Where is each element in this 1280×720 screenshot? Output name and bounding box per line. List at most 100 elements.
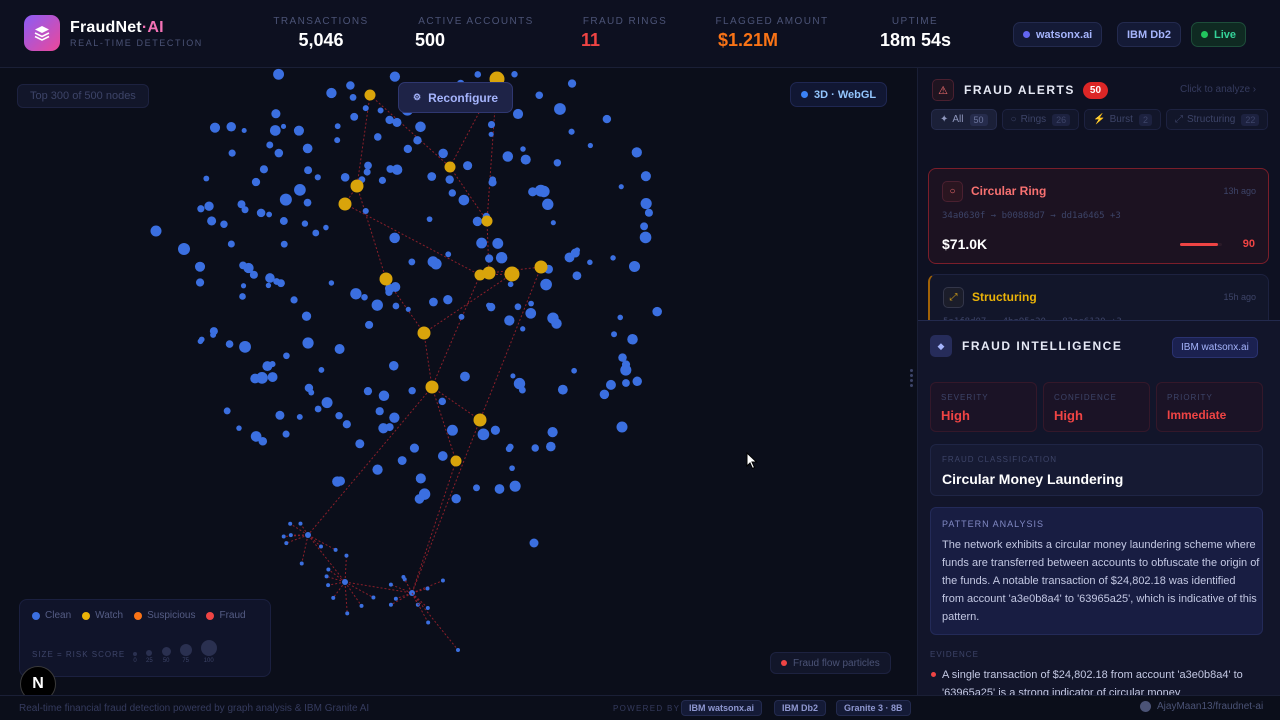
account-node[interactable] bbox=[426, 620, 431, 625]
account-node[interactable] bbox=[378, 176, 387, 184]
watch-node[interactable] bbox=[482, 266, 496, 280]
account-node[interactable] bbox=[249, 270, 258, 279]
footer-chip-db2[interactable]: IBM Db2 bbox=[774, 700, 826, 716]
account-node[interactable] bbox=[401, 574, 406, 579]
account-node[interactable] bbox=[445, 251, 452, 258]
account-node[interactable] bbox=[534, 184, 547, 197]
account-node[interactable] bbox=[365, 320, 374, 329]
account-node[interactable] bbox=[507, 281, 514, 288]
account-node[interactable] bbox=[602, 114, 612, 124]
reconfigure-button[interactable]: ⚙ Reconfigure bbox=[398, 82, 514, 113]
account-node[interactable] bbox=[350, 112, 359, 121]
account-node[interactable] bbox=[274, 148, 284, 158]
account-node[interactable] bbox=[546, 441, 556, 452]
account-node[interactable] bbox=[209, 122, 221, 133]
account-node[interactable] bbox=[571, 367, 577, 374]
account-node[interactable] bbox=[318, 367, 325, 373]
account-node[interactable] bbox=[652, 306, 662, 317]
account-node[interactable] bbox=[622, 379, 630, 387]
account-node[interactable] bbox=[495, 251, 508, 264]
account-node[interactable] bbox=[557, 384, 568, 395]
account-node[interactable] bbox=[492, 237, 504, 249]
db2-badge[interactable]: IBM Db2 bbox=[1117, 22, 1181, 47]
hub-node[interactable] bbox=[342, 579, 348, 585]
account-node[interactable] bbox=[349, 94, 357, 101]
account-node[interactable] bbox=[361, 293, 368, 301]
account-node[interactable] bbox=[275, 410, 285, 420]
account-node[interactable] bbox=[203, 175, 210, 182]
account-node[interactable] bbox=[195, 278, 205, 287]
account-node[interactable] bbox=[409, 443, 419, 453]
account-node[interactable] bbox=[510, 373, 516, 379]
account-node[interactable] bbox=[374, 133, 382, 141]
account-node[interactable] bbox=[437, 451, 448, 461]
account-node[interactable] bbox=[282, 430, 290, 438]
footer-chip-watsonx[interactable]: IBM watsonx.ai bbox=[681, 700, 763, 716]
filter-burst[interactable]: ⚡ Burst 2 bbox=[1084, 109, 1161, 130]
account-node[interactable] bbox=[472, 216, 483, 227]
account-node[interactable] bbox=[448, 189, 457, 197]
account-node[interactable] bbox=[520, 326, 526, 332]
account-node[interactable] bbox=[418, 488, 431, 500]
account-node[interactable] bbox=[279, 217, 288, 225]
account-node[interactable] bbox=[631, 147, 642, 158]
account-node[interactable] bbox=[551, 318, 562, 329]
account-node[interactable] bbox=[250, 431, 262, 442]
account-node[interactable] bbox=[531, 444, 539, 452]
account-node[interactable] bbox=[505, 445, 513, 453]
account-node[interactable] bbox=[314, 174, 321, 181]
account-node[interactable] bbox=[323, 224, 329, 231]
account-node[interactable] bbox=[266, 141, 274, 149]
account-node[interactable] bbox=[227, 240, 235, 248]
account-node[interactable] bbox=[540, 278, 552, 291]
account-node[interactable] bbox=[463, 161, 473, 171]
account-node[interactable] bbox=[204, 201, 214, 211]
account-node[interactable] bbox=[326, 567, 331, 572]
account-node[interactable] bbox=[273, 68, 285, 80]
account-node[interactable] bbox=[198, 336, 205, 343]
account-node[interactable] bbox=[284, 541, 289, 546]
account-node[interactable] bbox=[393, 596, 398, 601]
account-node[interactable] bbox=[280, 240, 288, 248]
account-node[interactable] bbox=[385, 423, 394, 432]
network-graph[interactable] bbox=[0, 68, 910, 695]
account-node[interactable] bbox=[438, 148, 448, 159]
account-node[interactable] bbox=[236, 425, 242, 431]
account-node[interactable] bbox=[474, 71, 482, 78]
account-node[interactable] bbox=[283, 352, 290, 360]
account-node[interactable] bbox=[262, 361, 273, 372]
account-node[interactable] bbox=[388, 582, 393, 587]
account-node[interactable] bbox=[197, 205, 205, 213]
hub-node[interactable] bbox=[305, 532, 311, 538]
account-node[interactable] bbox=[335, 412, 343, 420]
account-node[interactable] bbox=[509, 480, 521, 492]
account-node[interactable] bbox=[485, 254, 494, 263]
account-node[interactable] bbox=[240, 283, 247, 289]
account-node[interactable] bbox=[241, 127, 247, 134]
watch-node[interactable] bbox=[504, 266, 520, 282]
account-node[interactable] bbox=[525, 307, 537, 319]
account-node[interactable] bbox=[528, 187, 538, 197]
account-node[interactable] bbox=[259, 165, 269, 174]
account-node[interactable] bbox=[513, 377, 526, 390]
account-node[interactable] bbox=[487, 120, 496, 129]
account-node[interactable] bbox=[405, 306, 411, 312]
account-node[interactable] bbox=[494, 484, 505, 494]
account-node[interactable] bbox=[363, 387, 373, 396]
account-node[interactable] bbox=[415, 473, 426, 484]
account-node[interactable] bbox=[587, 259, 593, 266]
fraud-flow-toggle[interactable]: Fraud flow particles bbox=[770, 652, 891, 674]
account-node[interactable] bbox=[326, 87, 337, 99]
account-node[interactable] bbox=[363, 168, 371, 176]
account-node[interactable] bbox=[385, 115, 394, 125]
account-node[interactable] bbox=[326, 583, 331, 588]
account-node[interactable] bbox=[427, 172, 437, 181]
account-node[interactable] bbox=[384, 283, 395, 294]
account-node[interactable] bbox=[342, 420, 351, 429]
account-node[interactable] bbox=[318, 544, 323, 549]
account-node[interactable] bbox=[324, 574, 329, 579]
account-node[interactable] bbox=[476, 237, 488, 249]
account-node[interactable] bbox=[620, 364, 632, 376]
account-node[interactable] bbox=[304, 166, 313, 175]
account-node[interactable] bbox=[640, 222, 648, 231]
